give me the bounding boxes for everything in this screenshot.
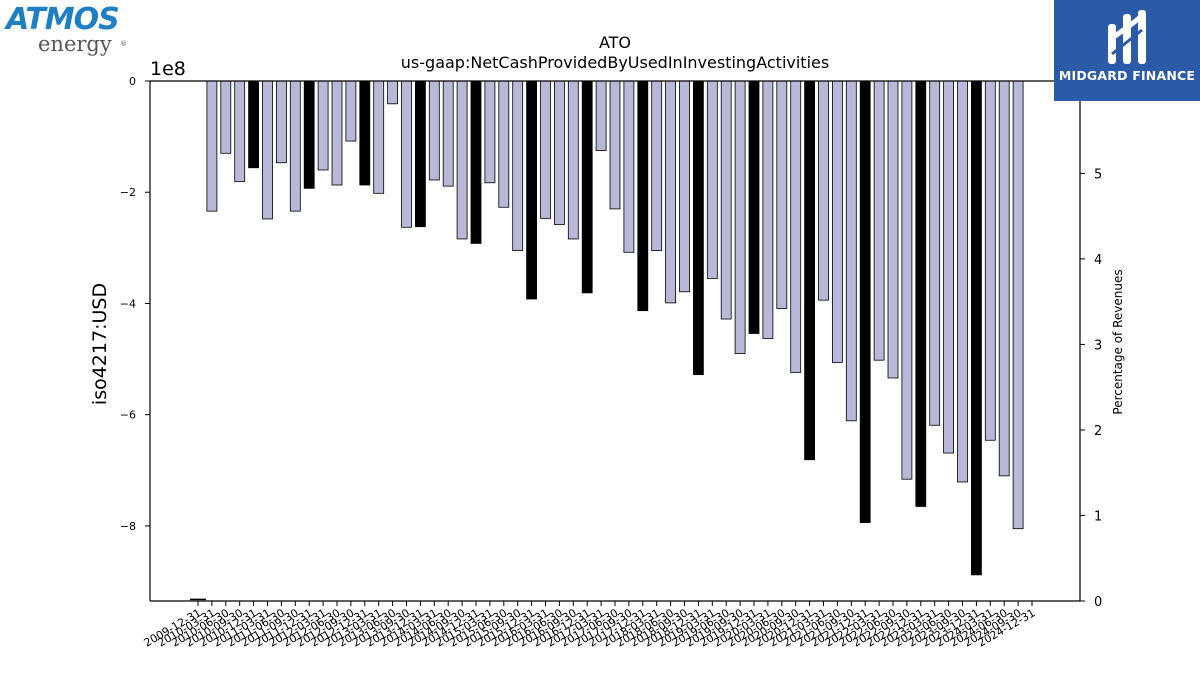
annual-bar [470,80,482,244]
y2-axis-label: Percentage of Revenues [1111,269,1125,414]
quarterly-bar [345,80,357,142]
quarterly-bar [818,80,829,301]
atmos-logo-subtext: energy [38,32,112,56]
midgard-logo-text: MIDGARD FINANCE [1058,68,1196,83]
y-tick-label: −4 [120,297,136,310]
y2-tick-label: 0 [1094,595,1102,610]
quarterly-bar [762,80,774,339]
quarterly-bar [998,80,1010,477]
quarterly-bar [984,80,996,441]
quarterly-bar [720,80,732,320]
quarterly-bar [387,80,399,105]
quarterly-bar [498,80,510,208]
quarterly-bar [623,80,635,253]
atmos-logo-text: ATMOS [6,2,120,37]
revenue-pct-bar [190,598,206,601]
quarterly-bar [554,80,565,225]
quarterly-bar [373,80,385,194]
quarterly-bar [234,80,246,183]
quarterly-bar [567,80,579,240]
quarterly-bar [901,80,913,480]
x-ticks-layer: 2009-12-312010-03-312010-06-302010-09-30… [142,601,1038,650]
midgard-finance-logo: MIDGARD FINANCE [1054,0,1200,101]
quarterly-bar [679,80,690,293]
midgard-logo-icon [1108,10,1146,64]
quarterly-bar [401,80,412,228]
y2-tick-label: 5 [1094,167,1102,182]
annual-bar [859,80,871,523]
annual-bar [693,80,704,376]
annual-bar [526,80,537,300]
y-ticks-layer: 0 −2 −4 −6 −8 [120,75,150,533]
quarterly-bar [262,80,273,220]
annual-bar [303,80,315,189]
quarterly-bar [943,80,954,454]
quarterly-bar [790,80,802,373]
y2-tick-label: 3 [1094,338,1102,353]
annual-bar [359,80,371,186]
bars-layer [190,80,1024,601]
quarterly-bar [456,80,468,240]
quarterly-bar [206,80,218,212]
y2-tick-label: 4 [1094,253,1102,268]
y-tick-label: −6 [120,409,136,422]
y-axis-label: iso4217:USD [89,283,111,405]
annual-bar [971,80,982,576]
y-tick-label: −8 [120,520,136,533]
annual-bar [637,80,649,312]
quarterly-bar [845,80,857,422]
chart-title: ATO [599,33,631,52]
annual-bar [248,80,260,169]
quarterly-bar [832,80,843,363]
quarterly-bar [706,80,718,279]
quarterly-bar [484,80,496,184]
quarterly-bar [220,80,232,154]
quarterly-bar [595,80,607,151]
quarterly-bar [887,80,899,379]
quarterly-bar [540,80,551,219]
quarterly-bar [873,80,885,361]
annual-bar [414,80,426,228]
y2-tick-label: 2 [1094,424,1102,439]
quarterly-bar [442,80,454,187]
y2-tick-label: 1 [1094,509,1102,524]
quarterly-bar [317,80,329,171]
quarterly-bar [665,80,676,304]
quarterly-bar [609,80,621,210]
quarterly-bar [929,80,941,426]
annual-bar [804,80,815,461]
quarterly-bar [331,80,343,186]
quarterly-bar [651,80,663,252]
annual-bar [748,80,760,334]
offset-label: 1e8 [150,58,186,80]
annual-bar [581,80,593,294]
quarterly-bar [734,80,746,354]
y2-ticks-layer: 0 1 2 3 4 5 [1080,167,1102,610]
chart-subtitle: us-gaap:NetCashProvidedByUsedInInvesting… [401,53,829,72]
atmos-logo-mark: ® [120,40,127,48]
y-tick-label: −2 [120,186,136,199]
quarterly-bar [512,80,524,252]
quarterly-bar [289,80,301,212]
quarterly-bar [1012,80,1024,530]
y-tick-label: 0 [129,75,136,88]
quarterly-bar [776,80,788,309]
atmos-energy-logo: ATMOS energy ® [4,2,132,60]
annual-bar [915,80,927,507]
quarterly-bar [957,80,968,483]
quarterly-bar [428,80,440,181]
quarterly-bar [275,80,287,164]
